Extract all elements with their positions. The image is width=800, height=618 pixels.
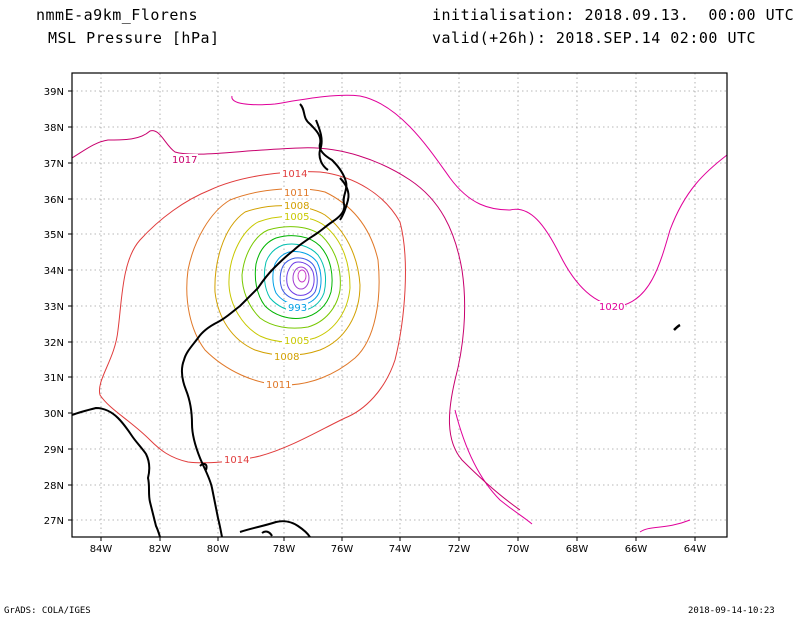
- contour-label-1008: 1008: [274, 352, 299, 363]
- contour-label-1011: 1011: [266, 380, 291, 391]
- isobars: [71, 94, 728, 533]
- isobar-981: [297, 269, 307, 283]
- isobar-1020-se: [639, 519, 691, 533]
- lon-label: 68W: [566, 544, 589, 555]
- isobar-996: [263, 243, 327, 312]
- isobar-990: [279, 257, 318, 301]
- lat-label: 35N: [44, 230, 64, 241]
- coastline: [71, 103, 681, 538]
- lon-label: 64W: [684, 544, 707, 555]
- isobar-1008: [214, 205, 361, 356]
- contour-label-1008: 1008: [284, 201, 309, 212]
- coastline-gulf: [71, 406, 161, 538]
- variable-title: MSL Pressure [hPa]: [48, 29, 220, 47]
- coastline-us-east: [180, 103, 348, 538]
- grads-credit: GrADS: COLA/IGES: [4, 606, 91, 616]
- lat-label: 27N: [44, 516, 64, 527]
- isobar-1014: [98, 171, 406, 464]
- coastline-florida-keys: [199, 462, 208, 471]
- lat-label: 36N: [44, 195, 64, 206]
- isobar-1020-north: [231, 94, 728, 307]
- lon-label: 72W: [448, 544, 471, 555]
- contour-label-1020: 1020: [599, 302, 624, 313]
- lat-label: 39N: [44, 87, 64, 98]
- lon-label: 76W: [331, 544, 354, 555]
- lon-label: 78W: [273, 544, 296, 555]
- isobar-1011: [186, 188, 380, 386]
- isobar-984: [292, 266, 310, 290]
- coastline-outer-banks: [339, 177, 350, 221]
- lon-label: 84W: [90, 544, 113, 555]
- lat-label: 38N: [44, 123, 64, 134]
- lon-label: 74W: [389, 544, 412, 555]
- coastline-chesapeake: [315, 119, 329, 171]
- contour-label-1005: 1005: [284, 336, 309, 347]
- model-name: nmmE-a9km_Florens: [36, 6, 199, 24]
- init-time: initialisation: 2018.09.13. 00:00 UTC: [432, 6, 795, 24]
- contour-label-1014: 1014: [282, 169, 307, 180]
- lon-label: 70W: [507, 544, 530, 555]
- lat-labels: 39N 38N 37N 36N 35N 34N 33N 32N 31N 30N …: [44, 87, 64, 527]
- lat-label: 37N: [44, 159, 64, 170]
- tick-marks: [68, 90, 696, 541]
- valid-time: valid(+26h): 2018.SEP.14 02:00 UTC: [432, 29, 757, 47]
- coastline-bahamas: [261, 530, 273, 537]
- contour-label-1005: 1005: [284, 212, 309, 223]
- contour-label-1011: 1011: [284, 188, 309, 199]
- lat-label: 29N: [44, 445, 64, 456]
- lat-label: 31N: [44, 373, 64, 384]
- lon-label: 80W: [207, 544, 230, 555]
- coastline-cuba: [239, 520, 311, 538]
- isobar-1002: [241, 226, 341, 329]
- gridlines: [72, 73, 727, 537]
- map-frame: [71, 72, 728, 538]
- contour-label-993: 993: [288, 303, 307, 314]
- lat-label: 32N: [44, 338, 64, 349]
- coastline-bermuda: [673, 323, 681, 331]
- isobar-1017: [71, 130, 521, 511]
- isobar-999: [254, 235, 333, 319]
- lon-labels: 84W 82W 80W 78W 76W 74W 72W 70W 68W 66W …: [90, 544, 707, 555]
- lat-label: 28N: [44, 481, 64, 492]
- lat-label: 30N: [44, 409, 64, 420]
- isobar-1020-south: [454, 409, 533, 525]
- contour-labels: 1017 1014 1014 1020 1011 1011 1008 1008 …: [170, 154, 625, 466]
- render-timestamp: 2018-09-14-10:23: [688, 606, 775, 616]
- lat-label: 33N: [44, 302, 64, 313]
- lon-label: 82W: [149, 544, 172, 555]
- contour-label-1014: 1014: [224, 455, 249, 466]
- isobar-987: [286, 261, 315, 296]
- lat-label: 34N: [44, 266, 64, 277]
- contour-label-1017: 1017: [172, 155, 197, 166]
- lon-label: 66W: [625, 544, 648, 555]
